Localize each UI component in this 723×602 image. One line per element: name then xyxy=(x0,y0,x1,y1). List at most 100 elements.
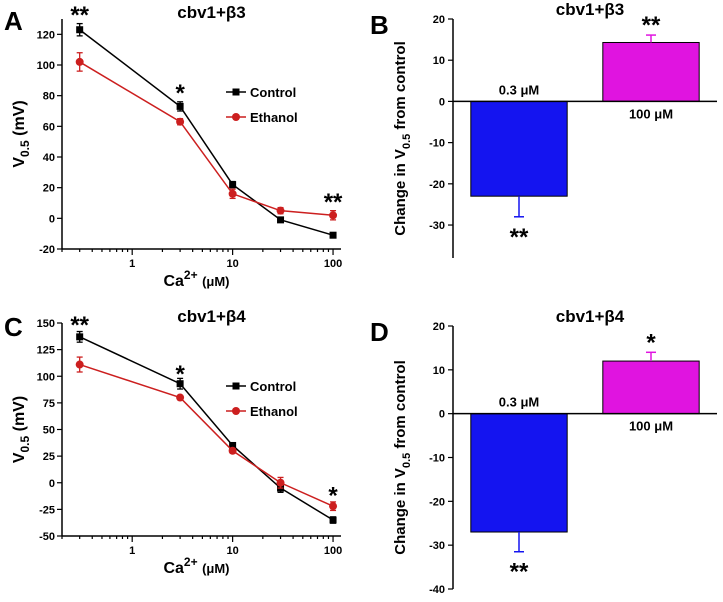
y-tick-label: 25 xyxy=(43,451,55,463)
y-tick-label: 75 xyxy=(43,398,55,410)
x-tick-label: 10 xyxy=(226,258,238,270)
panel-label: A xyxy=(4,6,23,36)
data-point xyxy=(176,117,185,126)
panel-title: cbv1+β4 xyxy=(556,307,625,326)
legend-label: Ethanol xyxy=(250,404,298,419)
y-tick-label: -10 xyxy=(429,138,445,150)
y-axis-label: Change in V0.5 from control xyxy=(392,41,413,235)
x-axis-label: Ca2+ (μM) xyxy=(163,555,229,577)
bar xyxy=(470,413,568,533)
series-line xyxy=(79,336,334,521)
y-tick-label: -10 xyxy=(429,453,445,465)
y-tick-label: 40 xyxy=(43,152,55,164)
significance-mark: ** xyxy=(510,559,529,586)
y-axis-label: Change in V0.5 from control xyxy=(392,360,413,554)
series-line xyxy=(79,29,334,236)
category-label: 100 μM xyxy=(629,419,673,434)
legend-marker xyxy=(232,407,240,415)
y-tick-label: -20 xyxy=(429,496,445,508)
x-tick-label: 100 xyxy=(324,258,342,270)
series-ethanol xyxy=(75,356,338,512)
significance-mark: ** xyxy=(70,2,89,29)
category-label: 100 μM xyxy=(629,106,673,121)
significance-mark: * xyxy=(175,361,185,388)
category-label: 0.3 μM xyxy=(499,395,539,410)
significance-mark: ** xyxy=(70,312,89,339)
y-tick-label: 10 xyxy=(433,365,445,377)
y-tick-label: 80 xyxy=(43,91,55,103)
panel-label: D xyxy=(370,317,389,347)
y-tick-label: -50 xyxy=(39,531,55,543)
data-point xyxy=(276,478,285,487)
significance-mark: * xyxy=(175,80,185,107)
data-point xyxy=(329,502,338,511)
series-control xyxy=(76,22,337,239)
y-tick-label: 10 xyxy=(433,55,445,67)
y-tick-label: -20 xyxy=(429,179,445,191)
y-tick-label: 20 xyxy=(433,321,445,333)
y-tick-label: -30 xyxy=(429,220,445,232)
y-tick-label: 100 xyxy=(37,60,55,72)
y-tick-label: -40 xyxy=(429,584,445,596)
data-point xyxy=(277,216,285,224)
y-axis-label: V0.5 (mV) xyxy=(11,100,32,167)
data-point xyxy=(76,26,84,34)
data-point xyxy=(228,446,237,455)
significance-mark: * xyxy=(646,329,656,356)
y-tick-label: -20 xyxy=(39,244,55,256)
y-tick-label: 150 xyxy=(37,318,55,330)
x-tick-label: 100 xyxy=(324,545,342,557)
x-axis-label: Ca2+ (μM) xyxy=(163,268,229,290)
legend: Control Ethanol xyxy=(226,85,298,125)
bar xyxy=(602,41,700,102)
data-point xyxy=(276,206,285,215)
panel-title: cbv1+β4 xyxy=(177,307,246,326)
y-tick-label: 120 xyxy=(37,29,55,41)
y-tick-label: 60 xyxy=(43,121,55,133)
significance-mark: ** xyxy=(324,189,343,216)
data-point xyxy=(76,333,84,341)
legend-marker xyxy=(232,113,240,121)
data-point xyxy=(329,231,337,239)
y-tick-label: 50 xyxy=(43,425,55,437)
legend-label: Control xyxy=(250,85,296,100)
data-point xyxy=(75,360,84,369)
data-point xyxy=(229,181,237,189)
series-ethanol xyxy=(75,52,338,221)
category-label: 0.3 μM xyxy=(499,82,539,97)
series-control xyxy=(76,330,337,524)
significance-mark: ** xyxy=(510,224,529,251)
legend-label: Ethanol xyxy=(250,110,298,125)
significance-mark: ** xyxy=(642,12,661,39)
legend-label: Control xyxy=(250,379,296,394)
y-tick-label: 0 xyxy=(439,96,445,108)
y-tick-label: -25 xyxy=(39,504,55,516)
y-tick-label: -30 xyxy=(429,540,445,552)
bar xyxy=(602,360,700,415)
panel-title: cbv1+β3 xyxy=(556,0,625,19)
x-tick-label: 10 xyxy=(226,545,238,557)
legend: Control Ethanol xyxy=(226,379,298,419)
y-axis-label: V0.5 (mV) xyxy=(11,396,32,463)
data-point xyxy=(176,380,184,388)
data-point xyxy=(75,57,84,66)
y-tick-label: 100 xyxy=(37,371,55,383)
bar xyxy=(470,100,568,197)
y-tick-label: 20 xyxy=(43,183,55,195)
data-point xyxy=(229,441,237,449)
data-point xyxy=(329,211,338,220)
data-point xyxy=(329,516,337,524)
y-tick-label: 20 xyxy=(433,14,445,26)
legend-marker xyxy=(232,382,240,390)
y-tick-label: 0 xyxy=(439,409,445,421)
panel-label: B xyxy=(370,10,389,40)
legend-marker xyxy=(232,88,240,96)
significance-mark: * xyxy=(328,482,338,509)
panel-title: cbv1+β3 xyxy=(177,3,246,22)
x-tick-label: 1 xyxy=(129,545,135,557)
